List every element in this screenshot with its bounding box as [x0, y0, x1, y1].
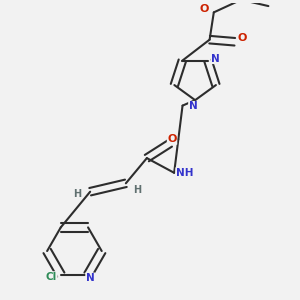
Text: NH: NH [176, 168, 194, 178]
Text: N: N [189, 101, 197, 112]
Text: H: H [134, 184, 142, 195]
Text: O: O [200, 4, 209, 14]
Text: Cl: Cl [46, 272, 57, 282]
Text: O: O [238, 33, 247, 43]
Text: N: N [86, 273, 94, 283]
Text: H: H [73, 189, 81, 199]
Text: O: O [167, 134, 177, 144]
Text: N: N [211, 54, 220, 64]
